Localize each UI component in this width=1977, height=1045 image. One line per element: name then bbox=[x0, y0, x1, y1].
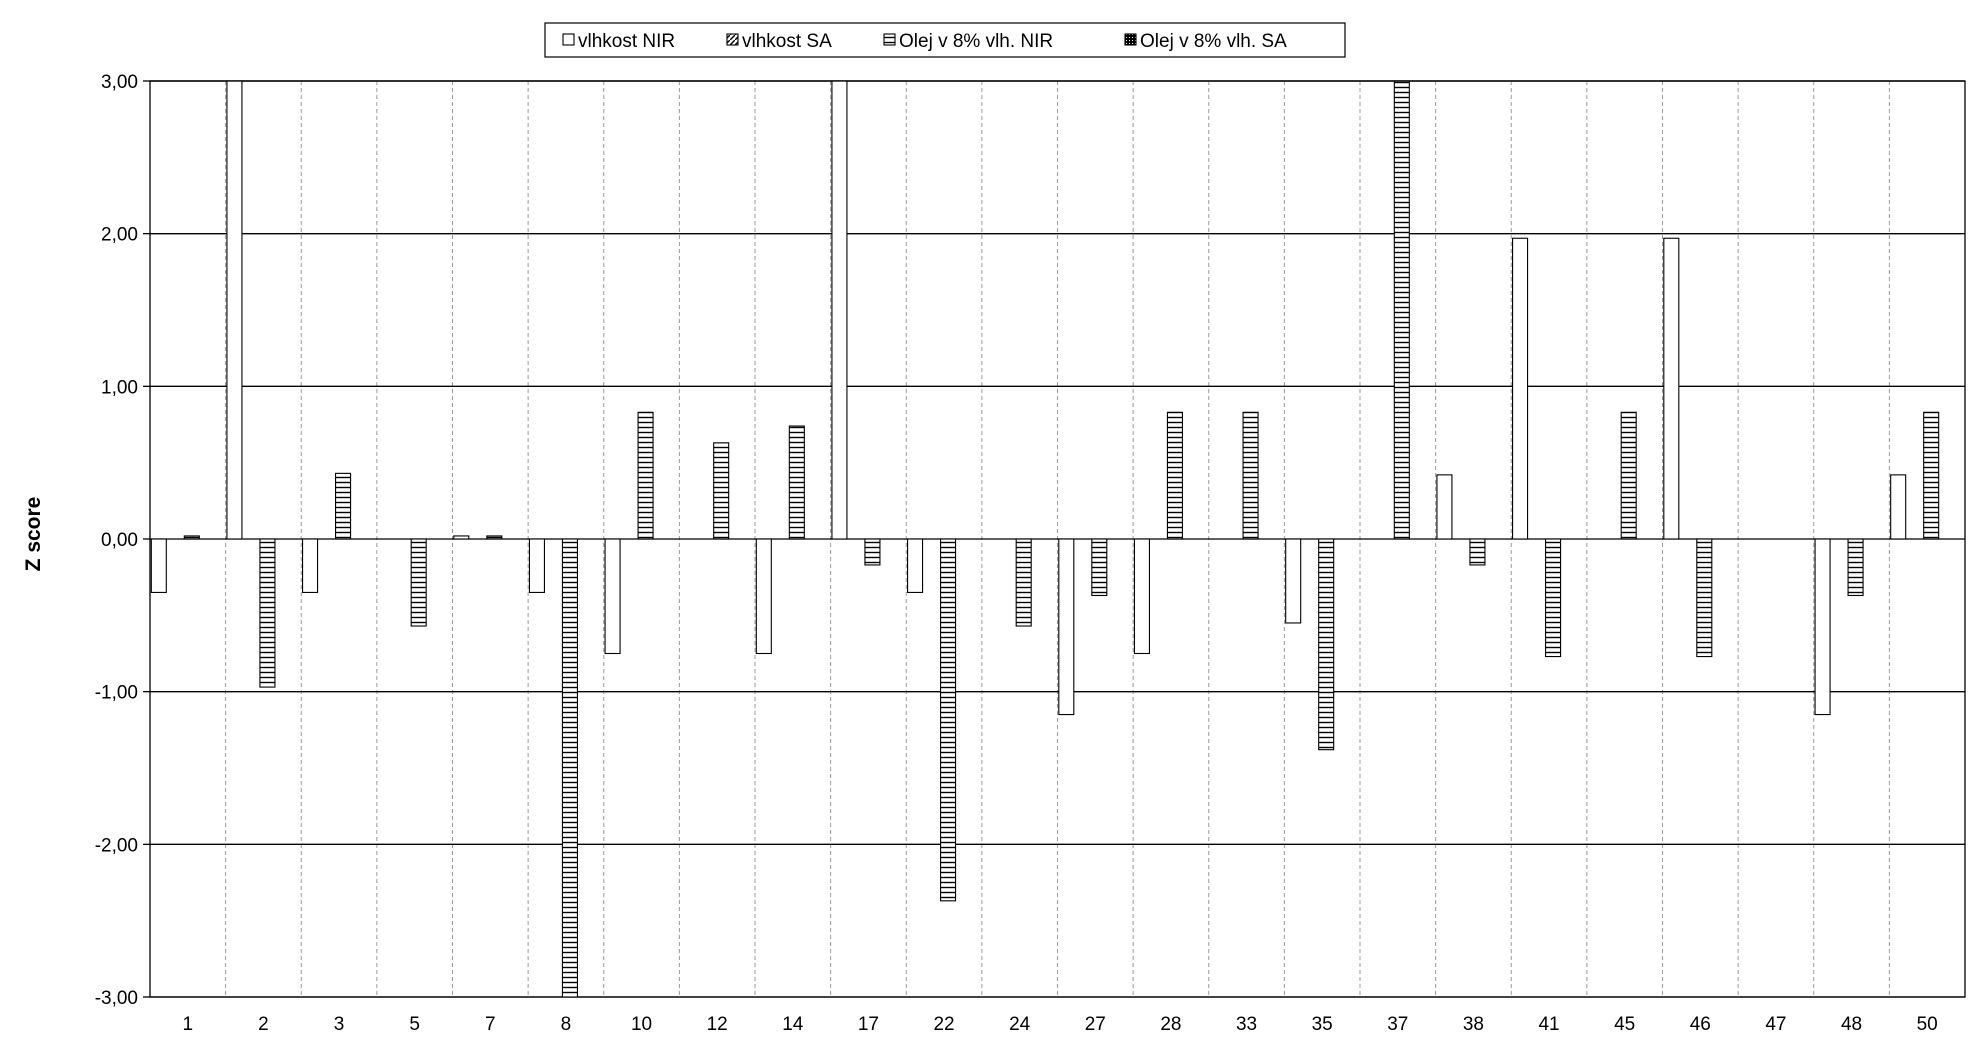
bar bbox=[453, 535, 470, 540]
x-tick-label: 28 bbox=[1160, 1014, 1181, 1035]
x-tick-label: 8 bbox=[561, 1014, 572, 1035]
x-tick-label: 2 bbox=[258, 1014, 269, 1035]
bar bbox=[1620, 411, 1637, 540]
bar bbox=[1058, 538, 1075, 716]
bar bbox=[1242, 411, 1259, 540]
bar bbox=[1091, 538, 1108, 597]
x-tick-label: 22 bbox=[933, 1014, 954, 1035]
bar bbox=[561, 538, 578, 998]
bar bbox=[1436, 474, 1453, 540]
bar bbox=[528, 538, 545, 593]
bar bbox=[1015, 538, 1032, 627]
bar bbox=[907, 538, 924, 593]
bar bbox=[604, 538, 621, 655]
x-tick-label: 1 bbox=[183, 1014, 194, 1035]
bars-layer bbox=[150, 80, 1940, 998]
bar bbox=[259, 538, 276, 688]
x-tick-label: 7 bbox=[485, 1014, 496, 1035]
bar bbox=[302, 538, 319, 593]
x-tick-label: 24 bbox=[1009, 1014, 1031, 1035]
bar bbox=[183, 535, 200, 540]
bar bbox=[486, 535, 503, 540]
legend-swatch bbox=[726, 33, 739, 46]
bar bbox=[831, 80, 848, 540]
bar bbox=[755, 538, 772, 655]
bar bbox=[1133, 538, 1150, 655]
bar bbox=[1696, 538, 1713, 658]
bar bbox=[864, 538, 881, 566]
x-tick-label: 37 bbox=[1387, 1014, 1408, 1035]
y-tick-label: 2,00 bbox=[101, 225, 138, 246]
x-tick-label: 14 bbox=[782, 1014, 804, 1035]
bar bbox=[788, 425, 805, 540]
x-tick-label: 10 bbox=[631, 1014, 652, 1035]
bar bbox=[1166, 411, 1183, 540]
legend-swatch bbox=[1124, 33, 1137, 46]
x-tick-label: 27 bbox=[1085, 1014, 1106, 1035]
bar bbox=[226, 80, 243, 540]
legend-entry: vlhkost NIR bbox=[578, 31, 675, 52]
bar bbox=[335, 472, 352, 540]
bar bbox=[1814, 538, 1831, 716]
legend-swatch bbox=[883, 33, 896, 46]
bar bbox=[1663, 237, 1680, 540]
bar bbox=[637, 411, 654, 540]
x-tick-label: 45 bbox=[1614, 1014, 1635, 1035]
y-axis-label: Z score bbox=[22, 497, 45, 572]
legend-entry: vlhkost SA bbox=[742, 31, 832, 52]
bar bbox=[1285, 538, 1302, 624]
bar bbox=[150, 538, 167, 593]
x-tick-label: 33 bbox=[1236, 1014, 1257, 1035]
bar bbox=[940, 538, 957, 902]
y-tick-label: 1,00 bbox=[101, 377, 138, 398]
x-tick-label: 46 bbox=[1690, 1014, 1711, 1035]
bar bbox=[1847, 538, 1864, 597]
bar bbox=[1512, 237, 1529, 540]
bar bbox=[1469, 538, 1486, 566]
y-tick-label: -2,00 bbox=[95, 835, 138, 856]
axis-layer: 3,002,001,000,00-1,00-2,00-3,001 2 3 5 7 8 10 1… bbox=[95, 72, 1965, 1035]
x-tick-label: 5 bbox=[409, 1014, 420, 1035]
y-tick-label: 0,00 bbox=[101, 530, 138, 551]
bar bbox=[1890, 474, 1907, 540]
bar bbox=[1545, 538, 1562, 658]
legend-frame bbox=[544, 22, 1346, 58]
legend-entry: Olej v 8% vlh. SA bbox=[1140, 31, 1287, 52]
bar bbox=[1318, 538, 1335, 751]
x-tick-label: 12 bbox=[707, 1014, 728, 1035]
bar bbox=[410, 538, 427, 627]
x-tick-label: 48 bbox=[1841, 1014, 1862, 1035]
x-tick-label: 47 bbox=[1765, 1014, 1786, 1035]
x-tick-label: 38 bbox=[1463, 1014, 1484, 1035]
x-tick-label: 3 bbox=[334, 1014, 345, 1035]
x-tick-label: 41 bbox=[1538, 1014, 1559, 1035]
legend-swatch bbox=[562, 33, 575, 46]
bar bbox=[1923, 411, 1940, 540]
bar bbox=[713, 442, 730, 540]
x-tick-label: 17 bbox=[858, 1014, 879, 1035]
legend: vlhkost NIR vlhkost SA Olej v 8% vlh. NIR O… bbox=[544, 22, 1346, 58]
legend-entry: Olej v 8% vlh. NIR bbox=[899, 31, 1053, 52]
x-tick-label: 50 bbox=[1917, 1014, 1938, 1035]
y-tick-label: -1,00 bbox=[95, 683, 138, 704]
y-tick-label: -3,00 bbox=[95, 988, 138, 1009]
x-tick-label: 35 bbox=[1312, 1014, 1333, 1035]
bar bbox=[1393, 80, 1410, 540]
y-tick-label: 3,00 bbox=[101, 72, 138, 93]
